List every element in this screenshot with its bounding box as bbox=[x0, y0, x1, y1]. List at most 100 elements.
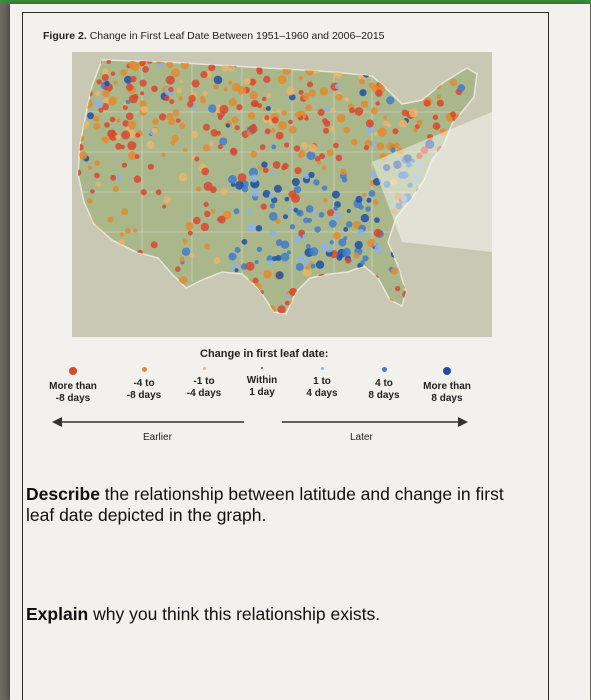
station-dot bbox=[343, 236, 348, 241]
station-dot bbox=[256, 246, 263, 252]
frame-right bbox=[548, 12, 549, 700]
station-dot bbox=[264, 115, 270, 121]
figure-title: Figure 2. Change in First Leaf Date Betw… bbox=[43, 30, 385, 42]
station-dot bbox=[301, 142, 309, 150]
station-dot bbox=[209, 141, 214, 147]
station-dot bbox=[169, 99, 175, 105]
station-dot bbox=[270, 172, 276, 177]
station-dot bbox=[203, 123, 210, 131]
station-dot bbox=[139, 60, 146, 67]
station-dot bbox=[241, 185, 249, 193]
station-dot bbox=[383, 180, 391, 188]
station-dot bbox=[78, 169, 82, 176]
station-dot bbox=[162, 204, 167, 209]
station-dot bbox=[135, 132, 141, 138]
station-dot bbox=[187, 230, 193, 236]
station-dot bbox=[312, 210, 318, 216]
station-dot bbox=[334, 84, 340, 89]
station-dot bbox=[373, 177, 381, 186]
station-dot bbox=[146, 140, 155, 149]
station-dot bbox=[306, 70, 312, 76]
legend-item-6: 4 to 8 days bbox=[356, 367, 412, 402]
station-dot bbox=[128, 94, 138, 104]
station-dot bbox=[182, 238, 188, 244]
station-dot bbox=[360, 260, 365, 266]
legend-item-7: More than 8 days bbox=[412, 367, 482, 405]
station-dot bbox=[373, 228, 383, 238]
station-dot bbox=[87, 198, 93, 204]
question-explain-text: why you think this relationship exists. bbox=[88, 604, 381, 624]
station-dot bbox=[172, 109, 180, 117]
station-dot bbox=[191, 79, 200, 88]
station-dot bbox=[333, 72, 339, 78]
station-dot bbox=[250, 187, 260, 197]
station-dot bbox=[317, 108, 325, 116]
station-dot bbox=[390, 267, 398, 275]
station-dot bbox=[262, 107, 267, 112]
station-dot bbox=[432, 122, 441, 130]
station-dot bbox=[271, 144, 277, 150]
station-dot bbox=[393, 160, 402, 169]
station-dot bbox=[395, 285, 401, 292]
station-dot bbox=[416, 119, 423, 126]
station-dot bbox=[375, 101, 380, 106]
station-dot bbox=[394, 142, 400, 149]
station-dot bbox=[116, 118, 121, 123]
station-dot bbox=[284, 142, 290, 148]
station-dot bbox=[208, 104, 217, 113]
station-dot bbox=[395, 202, 403, 210]
station-dot bbox=[359, 78, 365, 85]
station-dot bbox=[285, 293, 291, 299]
station-dot bbox=[280, 240, 290, 249]
station-dot bbox=[234, 247, 241, 253]
station-dot bbox=[261, 161, 268, 168]
station-dot bbox=[94, 99, 104, 108]
station-dot bbox=[298, 89, 304, 95]
station-dot bbox=[303, 217, 309, 224]
station-dot bbox=[273, 184, 282, 193]
station-dot bbox=[204, 243, 211, 250]
station-dot bbox=[349, 107, 355, 114]
station-dot bbox=[293, 145, 301, 152]
station-dot bbox=[305, 243, 311, 249]
legend-label-4: Within 1 day bbox=[246, 375, 278, 398]
station-dot bbox=[152, 118, 159, 125]
station-dot bbox=[208, 64, 216, 72]
legend-label-6: 4 to 8 days bbox=[368, 378, 400, 401]
station-dot bbox=[92, 115, 100, 122]
station-dot bbox=[375, 89, 383, 97]
question-explain-verb: Explain bbox=[26, 604, 89, 624]
station-dot bbox=[278, 121, 287, 130]
station-dot bbox=[370, 107, 378, 115]
legend-item-5: 1 to 4 days bbox=[292, 367, 352, 400]
station-dot bbox=[110, 129, 116, 135]
station-dot bbox=[213, 75, 223, 85]
station-dot bbox=[400, 195, 408, 202]
station-dot bbox=[260, 203, 267, 210]
station-dot bbox=[266, 93, 272, 98]
station-dot bbox=[321, 165, 327, 171]
station-dot bbox=[217, 215, 226, 224]
station-dot bbox=[110, 174, 117, 181]
station-dot bbox=[322, 118, 328, 124]
station-dot bbox=[127, 120, 137, 130]
station-dot bbox=[234, 268, 239, 273]
later-arrowhead bbox=[458, 417, 468, 427]
legend-item-3: -1 to -4 days bbox=[174, 367, 234, 400]
station-dot bbox=[265, 106, 271, 111]
station-dot bbox=[289, 93, 296, 101]
worksheet-page: Figure 2. Change in First Leaf Date Betw… bbox=[10, 4, 590, 700]
station-dot bbox=[178, 96, 183, 101]
station-dot bbox=[263, 269, 272, 279]
station-dot bbox=[297, 152, 303, 158]
station-dot bbox=[342, 247, 351, 257]
station-dot bbox=[355, 195, 363, 203]
station-dot bbox=[277, 305, 286, 314]
station-dot bbox=[122, 120, 129, 127]
question-describe-text: the relationship between latitude and ch… bbox=[26, 484, 504, 525]
station-dot bbox=[163, 196, 171, 204]
station-dot bbox=[236, 104, 243, 111]
station-dot bbox=[326, 149, 334, 157]
station-dot bbox=[250, 150, 258, 158]
station-dot bbox=[166, 112, 174, 121]
